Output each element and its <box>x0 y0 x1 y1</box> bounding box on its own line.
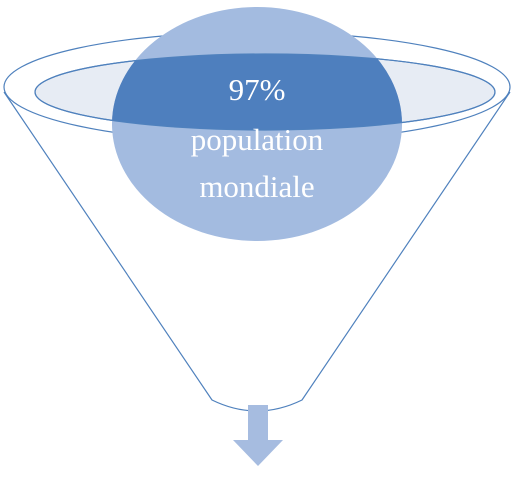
label-line: mondiale <box>199 169 314 204</box>
down-arrow <box>233 405 283 466</box>
label-line: 97% <box>229 72 286 107</box>
label-line: population <box>191 122 324 157</box>
funnel-inner-outline <box>34 53 496 131</box>
circle-inner <box>112 54 402 130</box>
